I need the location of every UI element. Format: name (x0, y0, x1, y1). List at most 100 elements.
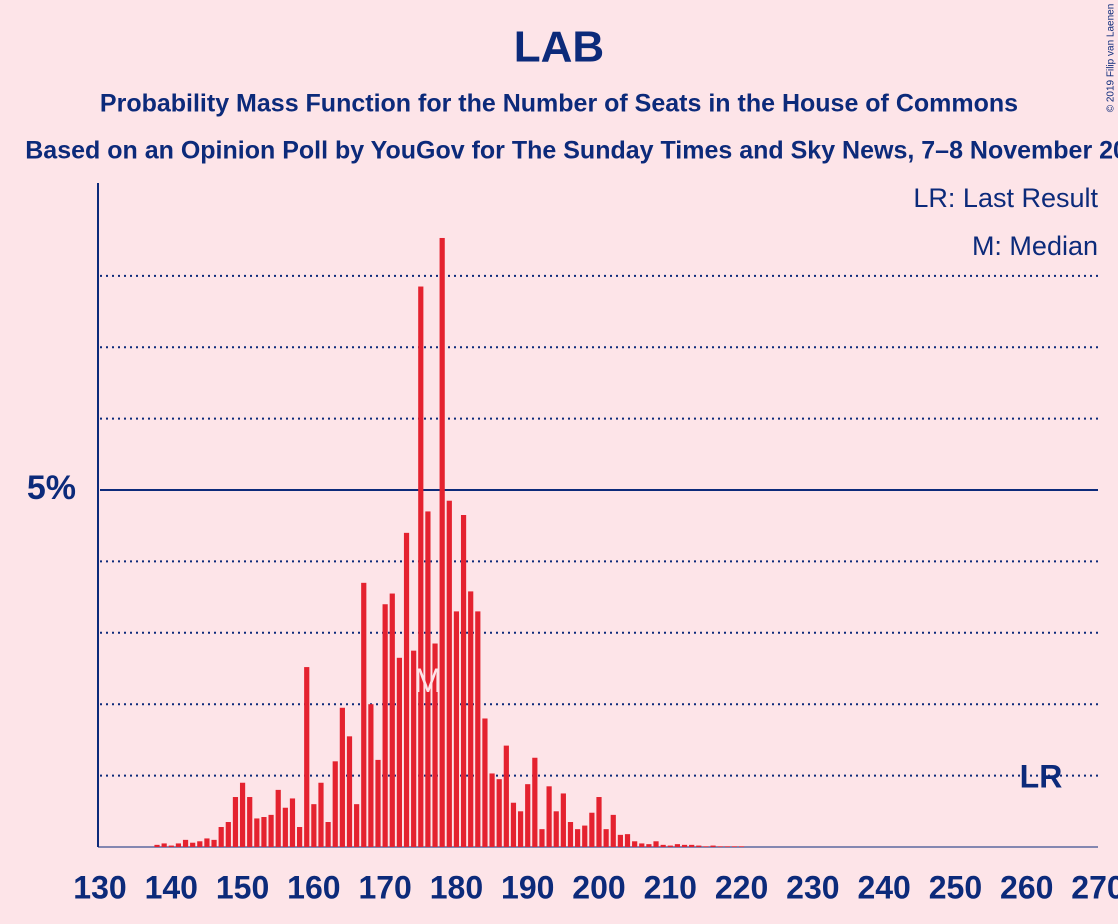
bar (681, 844, 688, 847)
bar (517, 811, 524, 847)
bar (204, 838, 210, 847)
bar (724, 846, 730, 847)
x-tick-label: 170 (358, 869, 411, 905)
bar (624, 834, 631, 847)
x-tick-label: 260 (1000, 869, 1053, 905)
last-result-marker: LR (1020, 758, 1063, 794)
bar (446, 500, 452, 847)
bar (225, 822, 231, 847)
bar (304, 667, 310, 847)
chart-subtitle: Based on an Opinion Poll by YouGov for T… (25, 137, 1118, 165)
bar (239, 782, 246, 847)
bar (354, 804, 360, 847)
bar (582, 825, 588, 847)
bar (496, 779, 502, 847)
bar (482, 718, 488, 847)
bar (632, 841, 638, 847)
bar (653, 841, 659, 847)
bar (738, 846, 745, 847)
x-tick-label: 140 (145, 869, 198, 905)
bar (560, 793, 566, 847)
bar (375, 759, 381, 847)
bar (667, 845, 673, 847)
bar (575, 829, 581, 847)
bar (182, 839, 189, 847)
bar (289, 798, 296, 847)
bar (639, 843, 645, 847)
bar (247, 797, 253, 847)
bar (361, 582, 367, 847)
bar (396, 657, 402, 847)
x-tick-label: 180 (430, 869, 483, 905)
bar (717, 846, 723, 847)
bar (282, 807, 288, 847)
bar (275, 789, 281, 847)
bar (710, 845, 716, 847)
bar (617, 834, 623, 847)
bar (339, 707, 345, 847)
bar (539, 829, 545, 847)
bar (553, 811, 559, 847)
bar (346, 736, 353, 847)
x-tick-label: 240 (857, 869, 910, 905)
bar (468, 591, 474, 847)
bar (254, 818, 260, 847)
bar (731, 846, 738, 847)
bar (368, 704, 374, 847)
bar (674, 844, 681, 847)
bar (546, 786, 552, 847)
bar (646, 844, 652, 847)
bar (589, 812, 595, 847)
y-tick-label: 5% (27, 469, 76, 507)
bar (218, 827, 224, 847)
bar (567, 822, 574, 847)
bar (510, 802, 517, 847)
bar (382, 604, 388, 847)
bar (403, 532, 410, 847)
bar (161, 843, 167, 847)
bar (603, 829, 609, 847)
bar (689, 844, 695, 847)
bar (696, 845, 702, 847)
x-tick-label: 210 (644, 869, 697, 905)
bar (175, 843, 182, 847)
chart-title: LAB (514, 23, 604, 72)
bar (660, 844, 666, 847)
bar (168, 845, 174, 847)
bar (318, 782, 324, 847)
x-tick-label: 250 (929, 869, 982, 905)
bar (418, 286, 424, 848)
bar (596, 797, 602, 847)
chart-subtitle: Probability Mass Function for the Number… (100, 90, 1018, 118)
bar (425, 511, 431, 847)
x-tick-label: 220 (715, 869, 768, 905)
bar (389, 593, 395, 847)
bar (489, 773, 495, 847)
bar (311, 804, 317, 847)
bar (460, 515, 467, 847)
bar (325, 822, 331, 847)
copyright: © 2019 Filip van Laenen (1106, 4, 1117, 113)
x-tick-label: 190 (501, 869, 554, 905)
bar (261, 817, 267, 847)
x-tick-label: 160 (287, 869, 340, 905)
bar (432, 643, 438, 847)
legend-entry: LR: Last Result (913, 183, 1098, 213)
bar (232, 797, 239, 847)
bar (610, 814, 616, 847)
bar (703, 846, 709, 847)
bar (197, 841, 203, 847)
x-tick-label: 230 (786, 869, 839, 905)
bar (475, 611, 481, 847)
bar (525, 784, 531, 847)
bar (154, 844, 160, 847)
bar (297, 827, 303, 847)
x-tick-label: 270 (1071, 869, 1118, 905)
median-marker: M (414, 662, 442, 700)
x-tick-label: 130 (73, 869, 126, 905)
bar (503, 745, 509, 847)
bar (268, 814, 274, 847)
bar (439, 237, 445, 848)
